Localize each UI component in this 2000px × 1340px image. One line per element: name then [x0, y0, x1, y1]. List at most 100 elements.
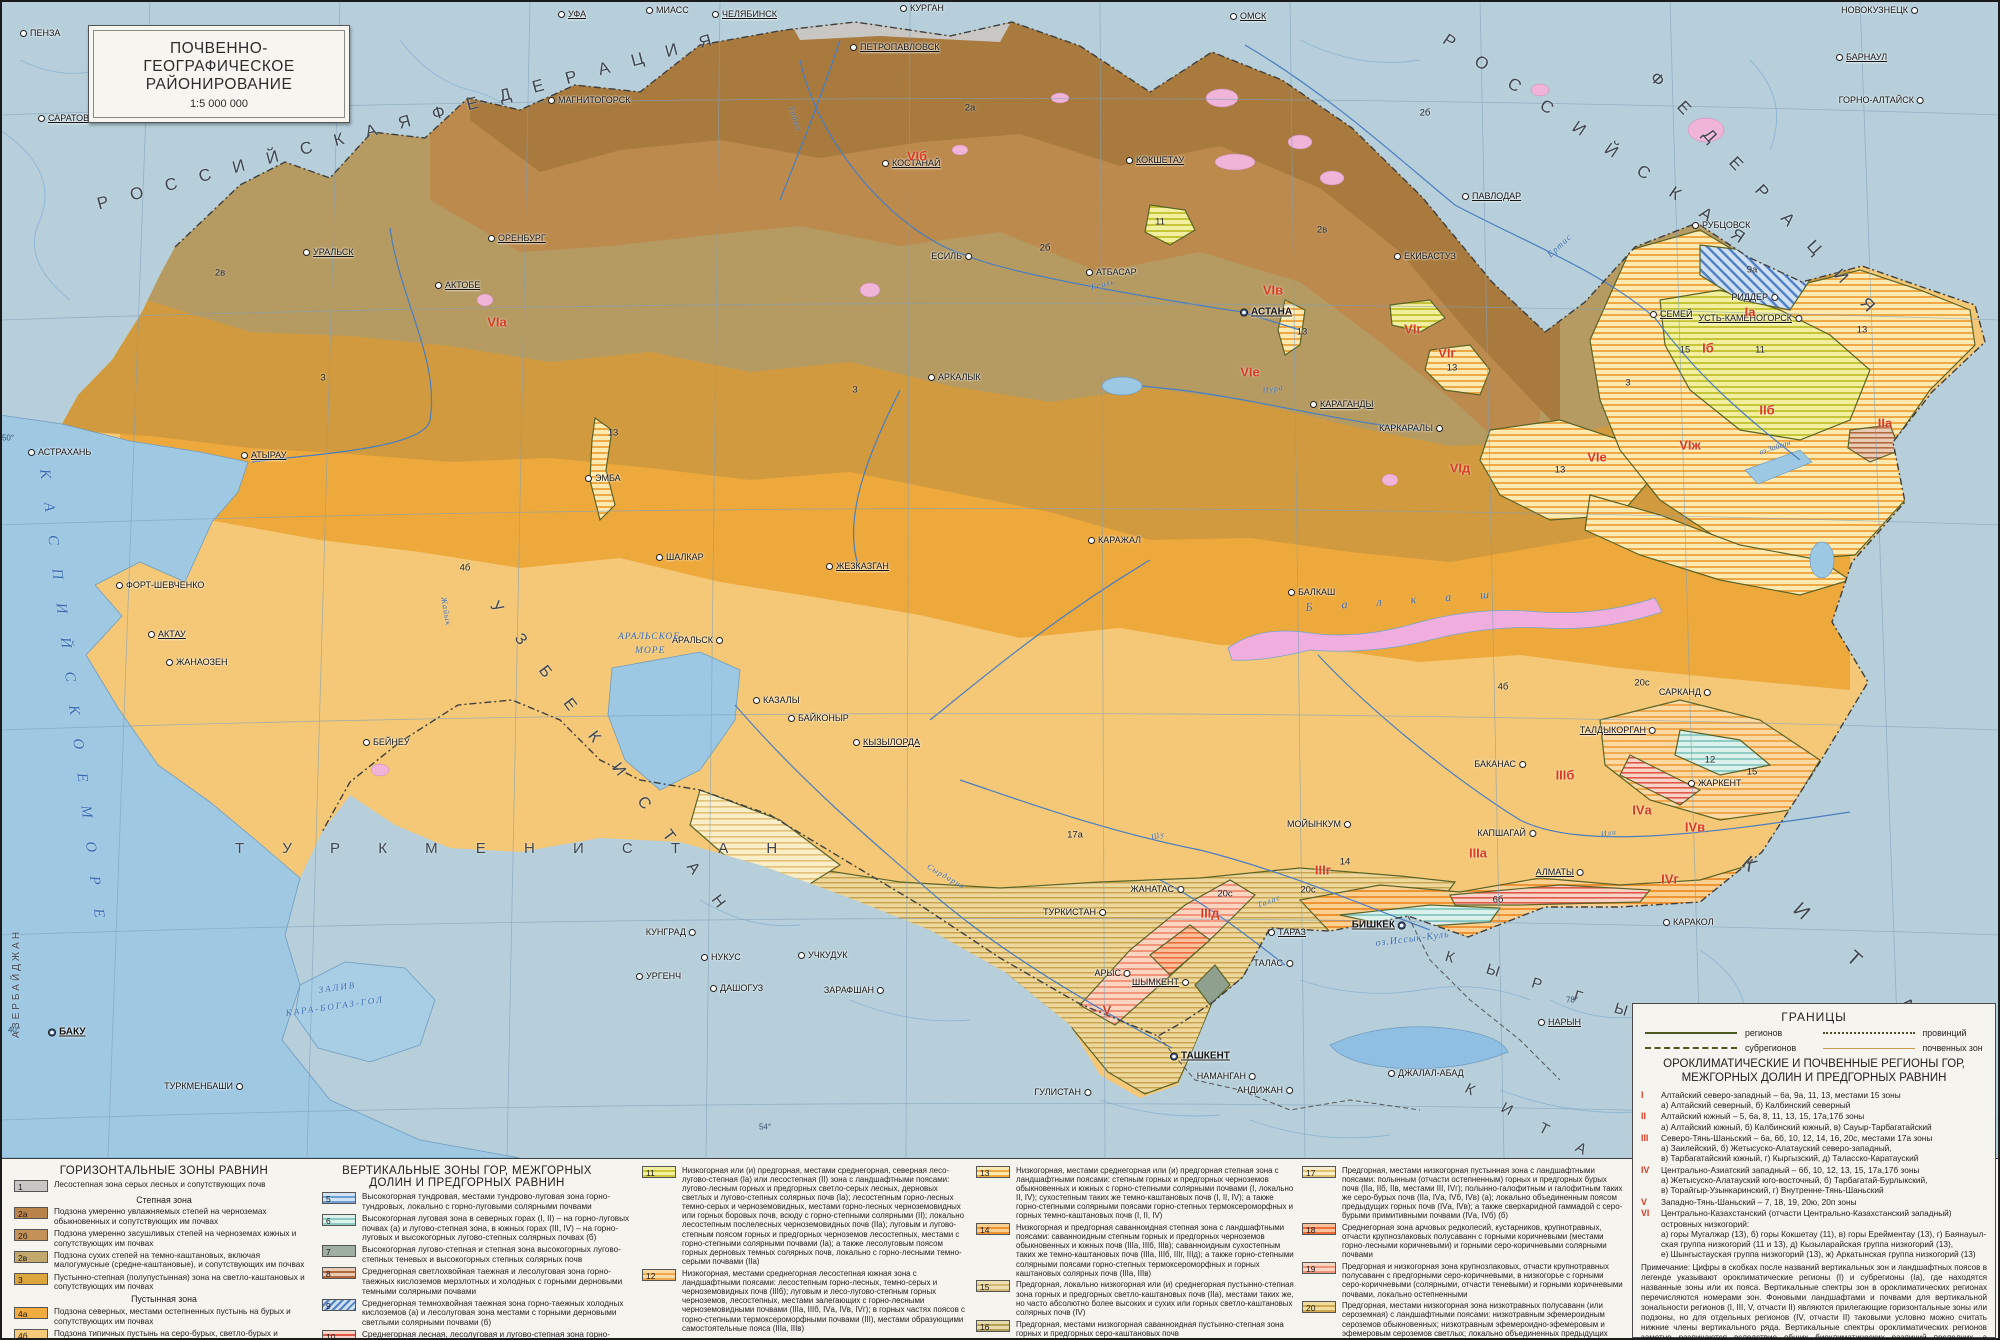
city-label: КАРАЖАЛ	[1098, 535, 1142, 545]
city-dot	[148, 630, 155, 638]
border-line-label: провинций	[1922, 1028, 1967, 1038]
city-dot	[20, 29, 27, 37]
city-dot	[656, 553, 663, 561]
zone-number-label: 2б	[1419, 107, 1431, 119]
zone-number-label: 15	[1679, 344, 1691, 356]
city-label: ТУРКИСТАН	[1043, 907, 1096, 917]
regions-panel: ГРАНИЦЫ регионов субрегионов провинций почв…	[1632, 1003, 1996, 1340]
city-dot	[435, 281, 442, 289]
city-label: ГОРНО-АЛТАЙСК	[1838, 95, 1914, 105]
oroclimatic-region-label: VIв	[1262, 282, 1284, 298]
city-саратов: САРАТОВ	[38, 113, 89, 123]
city-алматы: АЛМАТЫ	[1536, 867, 1584, 877]
city-dot	[1344, 820, 1351, 828]
border-line-sample	[1822, 1047, 1915, 1049]
graticule-degree-label: 78°	[1565, 995, 1579, 1005]
city-label: АРАЛЬСК	[672, 635, 713, 645]
legend-item-11: 11 Низкогорная или (и) предгорная, местам…	[642, 1165, 968, 1267]
zone-number-label: 2в	[1316, 224, 1328, 236]
legend-col-13-16: 13 Низкогорная, местами среднегорная или …	[976, 1163, 1294, 1340]
legend-swatch-2б: 2б	[14, 1228, 48, 1241]
city-кызылорда: КЫЗЫЛОРДА	[853, 737, 920, 747]
oroclimatic-region-label: VIб	[906, 148, 928, 164]
oroclimatic-region-label: IIа	[1877, 415, 1893, 431]
legend-label: Предгорная, местами низкогорная саваннои…	[1016, 1319, 1284, 1338]
water-label: ЗАЛИВ	[318, 979, 357, 995]
city-есиль: ЕСИЛЬ	[931, 251, 972, 261]
city-dot	[363, 738, 370, 746]
city-новокузнецк: НОВОКУЗНЕЦК	[1841, 5, 1918, 15]
water-label: Или	[1600, 827, 1618, 839]
water-label: КАРА-БОГАЗ-ГОЛ	[285, 994, 385, 1018]
water-label: Есиль	[1090, 277, 1117, 292]
water-label: Ертис	[1545, 231, 1574, 260]
legend-item-2в: 2в Подзона сухих степей на темно-каштанов…	[14, 1250, 314, 1270]
city-dot	[1099, 908, 1106, 916]
region-description: Алтайский северо-западный – 6а, 9а, 11, …	[1661, 1089, 1901, 1110]
city-dot	[1249, 1072, 1256, 1080]
graticule-degree-label: 54°	[758, 1122, 772, 1132]
city-dot	[1688, 779, 1695, 787]
water-label: К А С П И Й С К О Е М О Р Е	[36, 468, 109, 929]
legend-label: Среднегорная темнохвойная таежная зона г…	[362, 1298, 624, 1328]
lake-zaysan	[1744, 449, 1813, 485]
legend-item-4а: 4а Подзона северных, местами остепненных …	[14, 1306, 314, 1326]
region-numeral: V	[1641, 1196, 1647, 1207]
city-label: РУБЦОВСК	[1702, 220, 1751, 230]
city-актобе: АКТОБЕ	[435, 280, 480, 290]
city-бейнеу: БЕЙНЕУ	[363, 737, 410, 747]
city-label: УРАЛЬСК	[313, 247, 354, 257]
legend-swatch-6: 6	[322, 1213, 356, 1226]
region-description: Центрально-Казахстанский (отчасти Центра…	[1661, 1208, 1987, 1259]
city-бишкек: БИШКЕК	[1352, 920, 1406, 931]
region-description: Северо-Тянь-Шаньский – 6а, 6б, 10, 12, 1…	[1661, 1133, 1933, 1164]
zone-number-label: 15	[1746, 766, 1758, 778]
zone-number-label: 9а	[1746, 264, 1758, 276]
city-label: АТЫРАУ	[251, 450, 287, 460]
regions-note: Примечание: Цифры в скобках после назван…	[1641, 1263, 1987, 1340]
legend-label: Высокогорная лугово-степная и степная зо…	[362, 1245, 621, 1265]
city-label: ЖАРКЕНТ	[1698, 778, 1742, 788]
city-label: КУРГАН	[910, 3, 944, 13]
legend-col-vertical: ВЕРТИКАЛЬНЫЕ ЗОНЫ ГОР, МЕЖГОРНЫХ ДОЛИН И…	[322, 1163, 634, 1340]
city-dot	[1288, 588, 1295, 596]
city-каражал: КАРАЖАЛ	[1088, 535, 1141, 545]
water-label: Сырдария	[925, 862, 967, 892]
city-label: УФА	[568, 9, 587, 19]
oroclimatic-region-label: VIд	[1449, 460, 1471, 476]
city-dot	[585, 474, 592, 482]
city-ташкент: ТАШКЕНТ	[1170, 1051, 1230, 1062]
legend-label: Подзона сухих степей на темно-каштановых…	[54, 1250, 305, 1270]
legend-swatch-11: 11	[642, 1165, 676, 1178]
region-entry-V: V Западно-Тянь-Шаньский – 7, 18, 19, 20ю,…	[1641, 1197, 1987, 1207]
city-label: ШАЛКАР	[666, 552, 704, 562]
city-петропавловск: ПЕТРОПАВЛОВСК	[850, 42, 940, 52]
city-дашогуз: ДАШОГУЗ	[710, 983, 763, 993]
legend-item-6: 6 Высокогорная луговая зона в северных го…	[322, 1213, 634, 1243]
city-форт-шевченко: ФОРТ-ШЕВЧЕНКО	[116, 580, 204, 590]
city-dot	[646, 6, 653, 14]
city-павлодар: ПАВЛОДАР	[1462, 191, 1521, 201]
city-label: УЧКУДУК	[808, 950, 848, 960]
city-label: ФОРТ-ШЕВЧЕНКО	[126, 580, 205, 590]
zone-number-label: 2б	[1039, 242, 1051, 254]
oroclimatic-region-label: IVг	[1661, 871, 1679, 887]
border-line-sample	[1645, 1032, 1737, 1034]
city-label: КАРКАРАЛЫ	[1379, 423, 1433, 433]
water-label: МОРЕ	[635, 646, 666, 656]
city-зарафшан: ЗАРАФШАН	[824, 985, 884, 995]
city-dot	[1286, 959, 1293, 967]
zone-number-label: 17а	[1067, 829, 1083, 841]
lake-issyk-kul	[1329, 1026, 1509, 1070]
city-каркаралы: КАРКАРАЛЫ	[1379, 423, 1443, 433]
water-label: Шу	[1150, 829, 1166, 842]
city-тараз: ТАРАЗ	[1268, 927, 1306, 937]
water-label: Талас	[1256, 892, 1282, 910]
city-label: ДЖАЛАЛ-АБАД	[1398, 1068, 1464, 1078]
legend-swatch-16: 16	[976, 1319, 1010, 1332]
city-семей: СЕМЕЙ	[1650, 309, 1692, 319]
foreign-borders	[1157, 915, 1561, 1111]
city-dot	[1388, 1069, 1395, 1077]
city-омск: ОМСК	[1230, 11, 1266, 21]
